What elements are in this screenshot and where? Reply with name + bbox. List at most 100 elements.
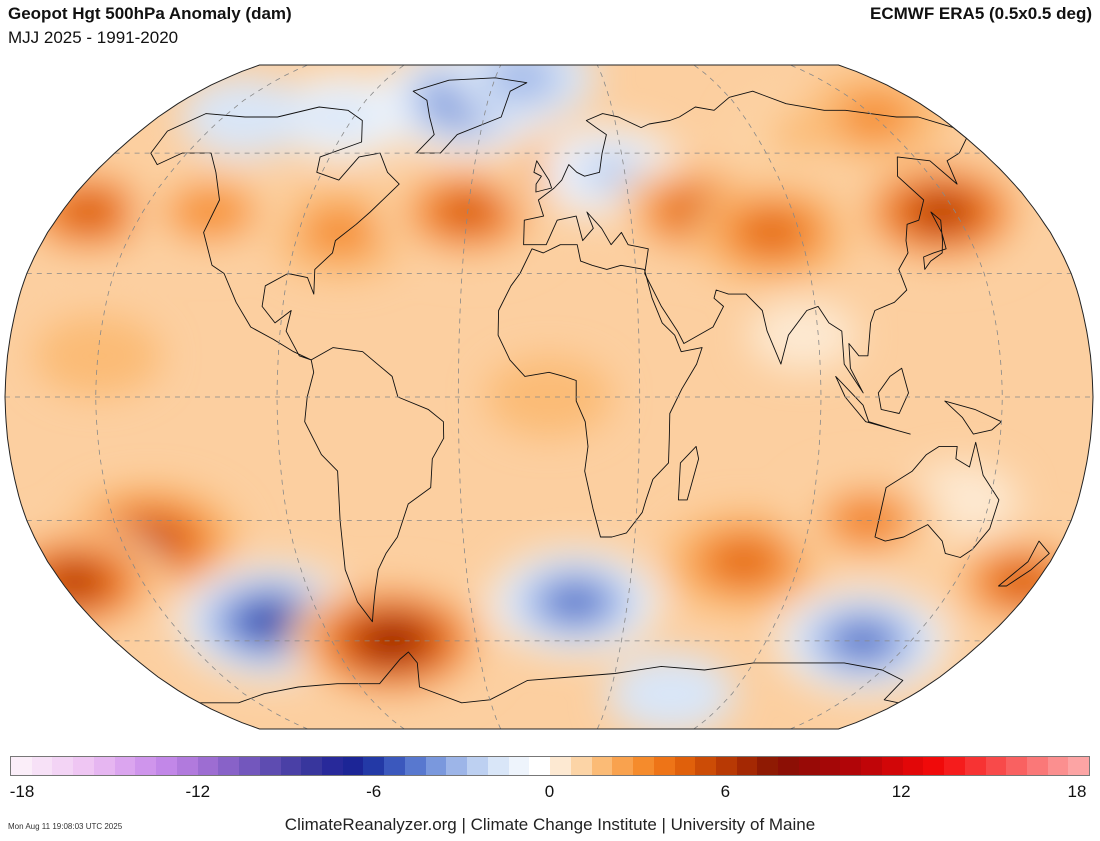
colorbar-cell [446, 757, 468, 775]
colorbar-cell [156, 757, 177, 775]
anomaly-region [922, 200, 962, 224]
anomaly-region [716, 544, 772, 579]
colorbar-cell [591, 757, 613, 775]
colorbar-tick-label: 18 [1067, 782, 1087, 801]
colorbar-cell [342, 757, 364, 775]
antarctica-outline [199, 651, 904, 704]
colorbar-cell [633, 757, 654, 775]
anomaly-region [838, 94, 912, 140]
japan-outline [923, 211, 947, 270]
colorbar-cell [93, 757, 115, 775]
new-zealand-outline [998, 540, 1050, 587]
colorbar-cell [923, 757, 945, 775]
colorbar-cell [197, 757, 219, 775]
colorbar-cell [550, 757, 571, 775]
colorbar-tick-label: -18 [9, 782, 35, 801]
colorbar-cell [902, 757, 924, 775]
graticule-meridian [596, 65, 641, 729]
colorbar-cell [964, 757, 986, 775]
colorbar-cell [798, 757, 820, 775]
colorbar-cell [73, 757, 94, 775]
uk-outline [533, 160, 553, 193]
anomaly-region [744, 215, 800, 250]
greenland-outline [412, 77, 528, 154]
map-subtitle: MJJ 2025 - 1991-2020 [8, 28, 179, 47]
colorbar-cell [363, 757, 385, 775]
africa-outline [497, 244, 703, 538]
colorbar-cell [881, 757, 903, 775]
colorbar-cell [425, 757, 447, 775]
colorbar-tick-label: 6 [720, 782, 731, 801]
colorbar-tick-label: 0 [544, 782, 555, 801]
colorbar-cell [944, 757, 965, 775]
colorbar-cell [487, 757, 509, 775]
anomaly-region [1001, 568, 1045, 596]
colorbar-cell [653, 757, 675, 775]
colorbar-cell [259, 757, 281, 775]
colorbar-cell [715, 757, 737, 775]
footer-credits: ClimateReanalyzer.org | Climate Change I… [284, 815, 816, 834]
anomaly-region [309, 96, 377, 138]
colorbar-cell [612, 757, 634, 775]
graticule-meridian [457, 65, 502, 729]
colorbar-cell [301, 757, 323, 775]
colorbar-cell [1006, 757, 1027, 775]
anomaly-region [33, 315, 162, 397]
anomaly-region [841, 627, 885, 655]
colorbar-cell [840, 757, 862, 775]
timestamp: Mon Aug 11 19:08:03 UTC 2025 [8, 822, 123, 831]
anomaly-map [4, 64, 1094, 730]
colorbar-ticks: -18 -12 -6 0 6 12 18 [0, 782, 1100, 804]
graticule-meridian [693, 65, 822, 729]
anomaly-region [485, 65, 559, 101]
colorbar-cell [114, 757, 136, 775]
anomaly-map-svg [4, 64, 1094, 730]
eurasia-outline [523, 90, 967, 394]
anomaly-region [252, 610, 291, 634]
colorbar-cell [819, 757, 841, 775]
colorbar-cell [778, 757, 799, 775]
colorbar-cell [757, 757, 779, 775]
indonesia-outline [835, 375, 911, 435]
colorbar [10, 756, 1090, 776]
colorbar-cell [52, 757, 74, 775]
map-title: Geopot Hgt 500hPa Anomaly (dam) [8, 4, 292, 23]
madagascar-outline [677, 445, 700, 501]
colorbar-cell [570, 757, 592, 775]
anomaly-region [185, 196, 236, 228]
australia-outline [874, 441, 1000, 558]
graticule-meridian [790, 65, 1003, 729]
south-america-outline [304, 347, 445, 623]
colorbar-cell [674, 757, 696, 775]
new-guinea-outline [944, 400, 1002, 435]
globe-outline [4, 64, 1094, 730]
graticule-meridian [95, 65, 308, 729]
colorbar-cell [736, 757, 758, 775]
colorbar-cell [176, 757, 198, 775]
colorbar-cell [404, 757, 426, 775]
colorbar-cell [31, 757, 53, 775]
anomaly-region [303, 209, 377, 256]
anomaly-region [607, 653, 736, 729]
colorbar-tick-label: -6 [366, 782, 382, 801]
colorbar-cell [467, 757, 488, 775]
colorbar-cell [695, 757, 716, 775]
anomaly-region [374, 630, 410, 652]
colorbar-cell [322, 757, 343, 775]
colorbar-cell [11, 757, 32, 775]
anomaly-field [5, 65, 1093, 729]
colorbar-cell [861, 757, 882, 775]
graticule-meridian [276, 65, 405, 729]
colorbar-cell [384, 757, 405, 775]
colorbar-cell [1068, 757, 1090, 775]
colorbar-cell [135, 757, 157, 775]
anomaly-region [67, 198, 110, 226]
colorbar-cell [985, 757, 1007, 775]
colorbar-cell [239, 757, 260, 775]
colorbar-cell [529, 757, 551, 775]
anomaly-region [553, 588, 597, 616]
colorbar-tick-label: 12 [891, 782, 911, 801]
colorbar-cell [1047, 757, 1069, 775]
colorbar-cell [1026, 757, 1048, 775]
colorbar-tick-label: -12 [185, 782, 211, 801]
